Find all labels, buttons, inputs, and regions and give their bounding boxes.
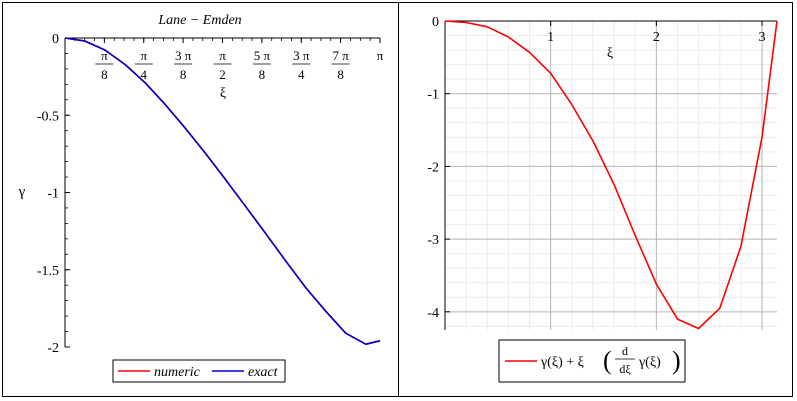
x-tick-label-numerator: π — [140, 48, 147, 63]
legend-label-exact: exact — [248, 365, 279, 380]
series-lines — [444, 20, 778, 330]
grid — [445, 21, 777, 330]
legend: γ(ξ) + ξ ( d dξ γ(ξ) ) — [498, 339, 686, 383]
legend-box — [112, 359, 286, 383]
series-line-exact — [64, 37, 381, 346]
x-tick-label-numerator: 3 π — [293, 48, 310, 63]
derivative-plot: 0 -1 -2 -3 -4 1 2 3 ξ γ(ξ) + ξ ( d dξ γ(ξ) ) — [427, 15, 778, 383]
x-tick-label: 2 — [653, 30, 660, 45]
x-tick-label-denominator: 8 — [337, 67, 344, 82]
series-line-derivative — [444, 20, 778, 330]
legend-deriv-num: d — [622, 344, 628, 358]
y-tick-label: -4 — [427, 306, 439, 321]
y-tick-label: 0 — [432, 15, 439, 30]
x-axis-label: ξ — [607, 46, 613, 61]
legend-deriv-den: dξ — [619, 362, 631, 376]
y-tick-label: -1 — [47, 187, 59, 202]
y-tick-label: -2 — [47, 341, 59, 356]
x-tick-label-numerator: π — [101, 48, 108, 63]
tick-labels: 0 -1 -2 -3 -4 1 2 3 — [427, 15, 765, 321]
tick-labels: 0 -0.5 -1 -1.5 -2 π 8 π 4 3 π 8 π 2 5 π 8 3 π 4 7 π 8 π — [37, 32, 384, 356]
y-tick-label: 0 — [52, 32, 59, 47]
y-axis-label: γ — [18, 184, 26, 200]
y-tick-label: -3 — [427, 233, 439, 248]
y-tick-label: -1.5 — [37, 264, 59, 279]
x-tick-label-denominator: 4 — [298, 67, 305, 82]
series-line-numeric — [64, 37, 381, 346]
x-tick-label-denominator: 2 — [219, 67, 226, 82]
legend-paren-open: ( — [603, 346, 612, 375]
x-tick-label-denominator: 8 — [101, 67, 108, 82]
legend-formula-part2: γ(ξ) — [638, 355, 661, 370]
legend: numeric exact — [112, 359, 286, 383]
y-tick-label: -1 — [427, 88, 439, 103]
series-lines — [64, 37, 381, 346]
legend-formula-part1: γ(ξ) + ξ — [540, 355, 584, 370]
figure-frame — [2, 2, 793, 397]
legend-label-numeric: numeric — [154, 365, 201, 380]
x-tick-label: 1 — [547, 30, 554, 45]
x-tick-label-numerator: π — [219, 48, 226, 63]
x-tick-label-denominator: 8 — [259, 67, 266, 82]
y-tick-label: -0.5 — [37, 109, 59, 124]
axes — [444, 20, 777, 330]
x-tick-label: 3 — [759, 30, 766, 45]
x-tick-label-numerator: 5 π — [254, 48, 271, 63]
legend-paren-close: ) — [672, 346, 681, 375]
y-tick-label: -2 — [427, 160, 439, 175]
x-tick-label-denominator: 4 — [141, 67, 148, 82]
x-axis-label: ξ — [220, 86, 226, 101]
lane-emden-plot: Lane − Emden γ ξ 0 -0.5 -1 -1.5 -2 π 8 π 4 3 π 8 π 2… — [18, 13, 384, 383]
chart-title: Lane − Emden — [157, 13, 241, 28]
x-tick-label-numerator: 3 π — [175, 48, 192, 63]
axes — [64, 37, 381, 348]
x-tick-label-denominator: 8 — [180, 67, 187, 82]
x-tick-label-numerator: 7 π — [332, 48, 349, 63]
x-tick-label-numerator: π — [377, 48, 384, 63]
